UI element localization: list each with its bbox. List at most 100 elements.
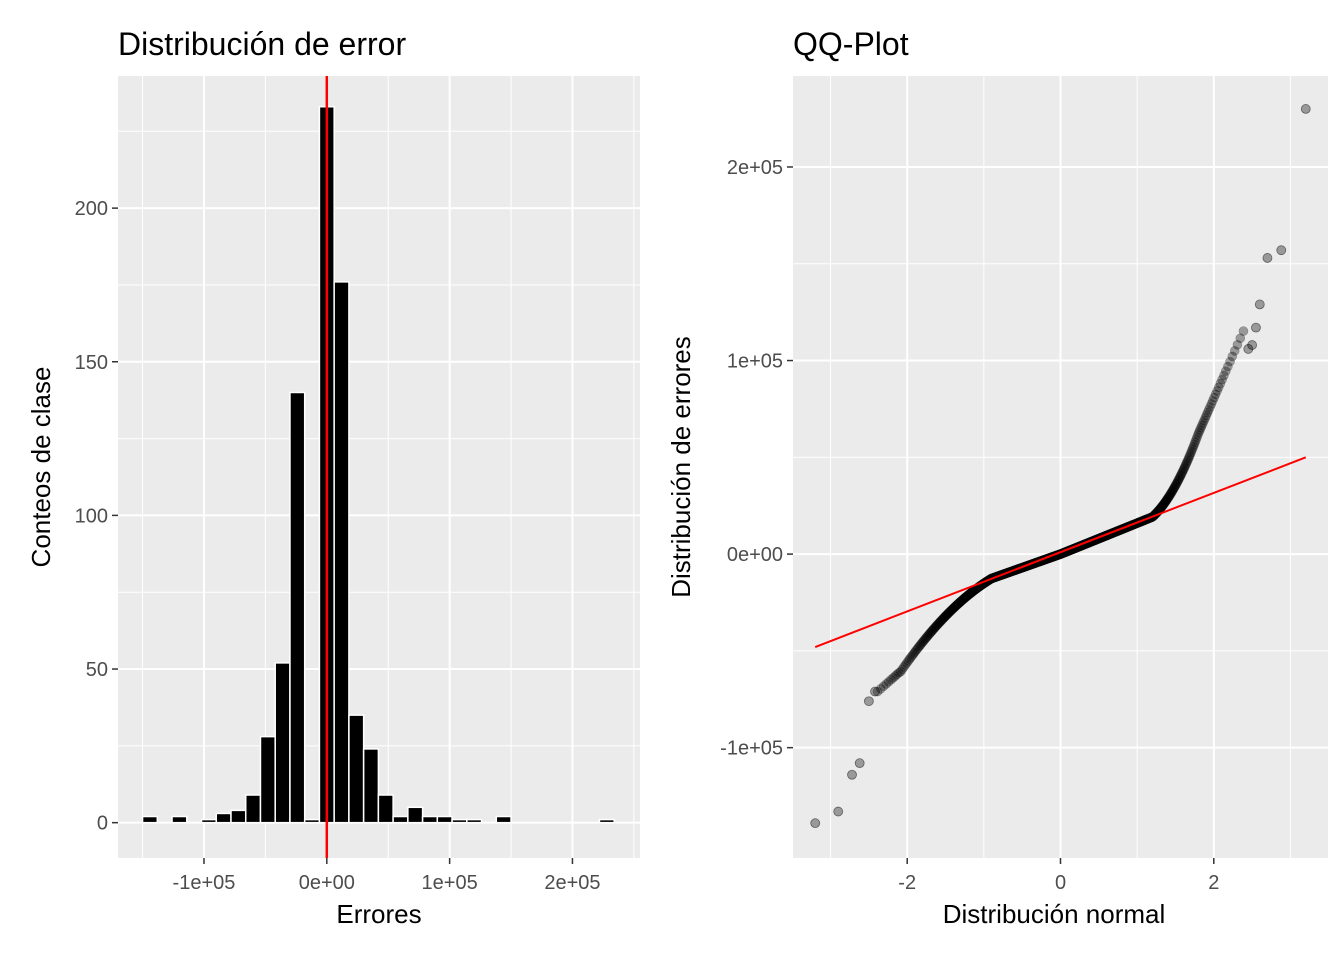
qq-point xyxy=(1276,245,1287,256)
qq-y-ticks: -1e+05 0e+00 1e+05 2e+05 xyxy=(720,157,793,760)
qq-point xyxy=(1177,468,1187,478)
qq-point xyxy=(1176,469,1187,480)
qq-point xyxy=(961,591,972,602)
qq-point xyxy=(939,612,950,622)
qq-point xyxy=(1178,465,1189,475)
qq-point xyxy=(1197,420,1207,431)
qq-point xyxy=(1161,496,1171,506)
y-tick-label: 0 xyxy=(97,813,108,835)
histogram-bar xyxy=(407,806,424,824)
qq-point xyxy=(966,587,977,598)
histogram-bar xyxy=(244,794,262,824)
qq-point xyxy=(1160,497,1171,507)
qq-panel: -2 0 2 -1e+05 0e+00 1e+05 2e+05 QQ-Plot Distr… xyxy=(666,26,1328,929)
x-tick-label: 0e+00 xyxy=(299,872,355,894)
histogram-bar xyxy=(333,281,350,824)
qq-point xyxy=(1161,495,1172,506)
qq-point xyxy=(1190,437,1200,447)
qq-point xyxy=(1217,374,1227,385)
histogram-x-axis-title: Errores xyxy=(336,899,421,929)
qq-point xyxy=(1188,441,1199,452)
qq-point xyxy=(952,599,963,610)
y-tick-label: 2e+05 xyxy=(727,157,783,179)
qq-point xyxy=(903,656,914,666)
qq-point xyxy=(1174,473,1185,484)
qq-point xyxy=(1162,494,1172,505)
qq-point xyxy=(913,643,923,653)
qq-point xyxy=(945,606,956,616)
qq-point xyxy=(961,592,971,602)
histogram-y-axis-title: Conteos de clase xyxy=(26,367,56,568)
histogram-bar xyxy=(421,815,439,824)
qq-point xyxy=(919,635,929,646)
qq-point xyxy=(965,588,976,598)
qq-reference-line xyxy=(814,456,1307,648)
qq-point xyxy=(941,610,951,621)
qq-point xyxy=(1170,481,1180,492)
qq-point xyxy=(902,658,912,668)
qq-point xyxy=(1206,399,1217,409)
qq-point xyxy=(951,600,961,611)
qq-point xyxy=(1181,458,1192,469)
qq-point xyxy=(1198,418,1208,428)
qq-point xyxy=(1162,494,1173,504)
y-tick-label: 100 xyxy=(75,505,108,527)
qq-point xyxy=(963,589,974,600)
qq-point xyxy=(964,589,975,599)
qq-point xyxy=(1164,490,1175,501)
qq-point xyxy=(900,660,911,670)
histogram-panel: -1e+05 0e+00 1e+05 2e+05 0 50 100 150 200 Distr… xyxy=(26,26,640,929)
qq-point xyxy=(1167,486,1178,497)
qq-point xyxy=(922,631,933,641)
qq-point xyxy=(870,686,880,697)
qq-point xyxy=(892,669,902,680)
qq-point xyxy=(863,696,874,707)
qq-point xyxy=(1159,499,1169,509)
qq-point xyxy=(926,627,936,637)
qq-point xyxy=(914,641,924,652)
qq-point xyxy=(897,664,908,675)
qq-point xyxy=(953,599,963,609)
qq-point xyxy=(958,594,969,604)
qq-point xyxy=(1163,493,1173,503)
qq-point xyxy=(944,607,955,618)
qq-point xyxy=(943,608,954,619)
histogram-bar xyxy=(289,391,306,824)
qq-point xyxy=(1180,460,1191,471)
histogram-bar xyxy=(451,818,468,824)
histogram-bar xyxy=(362,748,380,824)
qq-point xyxy=(937,614,948,625)
qq-point xyxy=(907,650,917,661)
qq-point xyxy=(1247,340,1258,350)
qq-point xyxy=(1169,483,1179,494)
qq-point xyxy=(854,758,865,769)
qq-point xyxy=(921,632,932,642)
qq-point xyxy=(958,594,968,605)
qq-point xyxy=(1165,490,1175,500)
qq-point xyxy=(1168,484,1179,495)
qq-point xyxy=(966,587,977,598)
x-tick-label: 2e+05 xyxy=(544,872,600,894)
qq-point xyxy=(1195,425,1205,435)
qq-point xyxy=(1179,463,1189,474)
qq-point xyxy=(926,626,937,636)
qq-point xyxy=(963,590,973,601)
qq-point xyxy=(1243,344,1254,354)
qq-point xyxy=(908,649,919,659)
qq-point xyxy=(945,606,955,617)
histogram-bar xyxy=(436,815,453,824)
qq-point xyxy=(833,806,844,817)
qq-point xyxy=(1186,448,1196,458)
qq-point xyxy=(957,595,967,606)
qq-point xyxy=(1172,477,1183,487)
y-tick-label: 200 xyxy=(75,198,108,220)
qq-point xyxy=(1173,474,1184,485)
qq-point xyxy=(1207,396,1218,406)
qq-point xyxy=(904,654,915,664)
qq-point xyxy=(916,639,926,649)
qq-point xyxy=(1159,498,1170,509)
qq-point xyxy=(917,637,927,648)
qq-point xyxy=(1179,462,1190,472)
qq-point xyxy=(847,769,857,780)
qq-point xyxy=(875,684,886,694)
